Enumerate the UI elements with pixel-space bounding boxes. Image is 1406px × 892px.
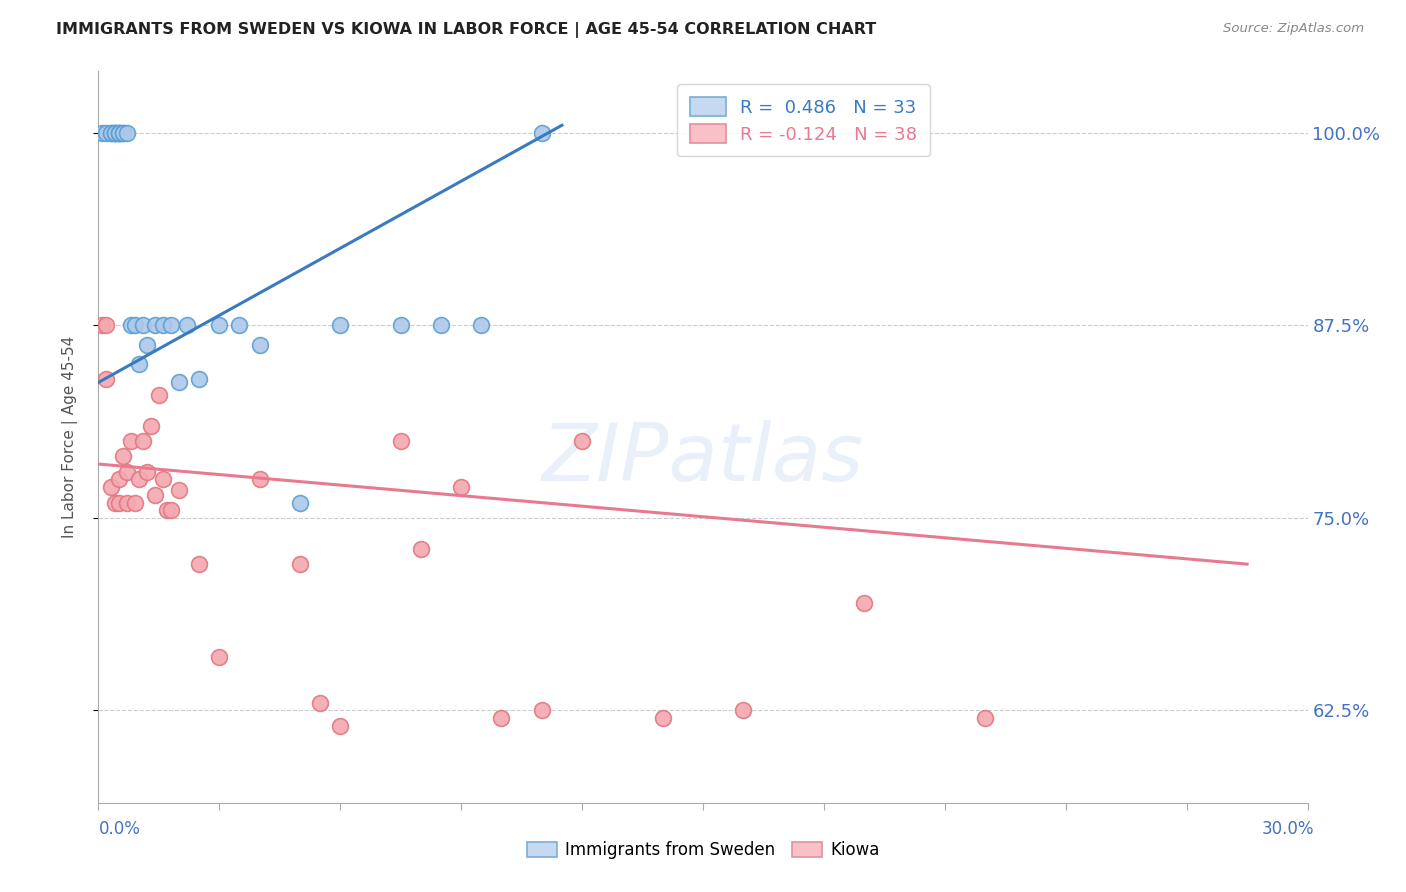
Point (176, 318, 198, 333)
Point (96, 126, 118, 140)
Point (156, 503, 179, 517)
Point (491, 711, 513, 725)
Point (228, 318, 250, 333)
Point (107, 495, 129, 509)
Point (96, 372, 118, 386)
Point (733, 703, 755, 717)
Point (100, 126, 122, 140)
Point (160, 503, 183, 517)
Point (389, 434, 412, 448)
Text: 0.0%: 0.0% (98, 820, 141, 838)
Point (100, 126, 122, 140)
Point (100, 480, 122, 494)
Point (107, 472, 129, 486)
Point (115, 465, 138, 479)
Point (288, 495, 311, 509)
Point (135, 338, 157, 352)
Point (152, 318, 174, 333)
Point (167, 376, 190, 390)
Point (450, 480, 472, 494)
Point (389, 318, 412, 333)
Point (115, 495, 138, 509)
Point (571, 434, 593, 448)
Point (167, 483, 190, 498)
Legend: Immigrants from Sweden, Kiowa: Immigrants from Sweden, Kiowa (520, 835, 886, 866)
Point (132, 434, 155, 448)
Point (208, 649, 231, 664)
Point (409, 541, 432, 556)
Point (107, 126, 129, 140)
Point (124, 495, 146, 509)
Point (974, 711, 997, 725)
Point (135, 465, 157, 479)
Point (288, 557, 311, 571)
Point (103, 126, 125, 140)
Point (107, 126, 129, 140)
Point (107, 126, 129, 140)
Point (103, 126, 125, 140)
Point (160, 318, 183, 333)
Point (111, 450, 134, 464)
Point (96, 318, 118, 333)
Point (128, 472, 150, 486)
Text: Source: ZipAtlas.com: Source: ZipAtlas.com (1223, 22, 1364, 36)
Point (128, 357, 150, 371)
Point (111, 126, 134, 140)
Legend: R =  0.486   N = 33, R = -0.124   N = 38: R = 0.486 N = 33, R = -0.124 N = 38 (676, 84, 929, 156)
Point (111, 126, 134, 140)
Point (430, 318, 453, 333)
Text: IMMIGRANTS FROM SWEDEN VS KIOWA IN LABOR FORCE | AGE 45-54 CORRELATION CHART: IMMIGRANTS FROM SWEDEN VS KIOWA IN LABOR… (56, 22, 876, 38)
Point (91, 126, 114, 140)
Point (853, 596, 876, 610)
Point (115, 126, 138, 140)
Point (143, 488, 166, 502)
Point (124, 318, 146, 333)
Point (470, 318, 492, 333)
Point (103, 126, 125, 140)
Point (103, 495, 125, 509)
Point (143, 318, 166, 333)
Point (530, 703, 553, 717)
Point (132, 318, 155, 333)
Point (152, 472, 174, 486)
Point (249, 338, 271, 352)
Text: 30.0%: 30.0% (1263, 820, 1315, 838)
Point (139, 418, 162, 433)
Point (329, 318, 352, 333)
Point (530, 126, 553, 140)
Point (249, 472, 271, 486)
Point (120, 318, 142, 333)
Point (309, 696, 332, 710)
Point (651, 711, 673, 725)
Point (329, 719, 352, 733)
Point (188, 557, 211, 571)
Point (120, 434, 142, 448)
Point (208, 318, 231, 333)
Text: ZIPatlas: ZIPatlas (541, 420, 865, 498)
Point (91, 318, 114, 333)
Point (188, 372, 211, 386)
Point (148, 388, 170, 402)
Y-axis label: In Labor Force | Age 45-54: In Labor Force | Age 45-54 (62, 336, 77, 538)
